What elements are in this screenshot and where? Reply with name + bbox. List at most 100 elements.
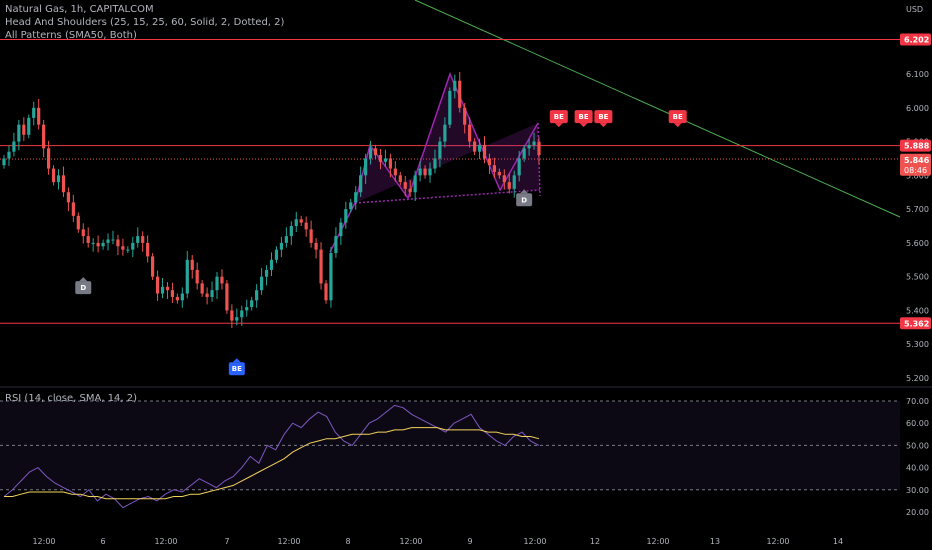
indicator-head-and-shoulders[interactable]: Head And Shoulders (25, 15, 25, 60, Soli… xyxy=(5,17,285,28)
svg-text:BE: BE xyxy=(232,365,242,373)
candle-body xyxy=(155,276,160,294)
candle-body xyxy=(448,90,452,125)
price-tick-label: 6.100 xyxy=(906,70,929,79)
price-pane[interactable]: D BE D BE BE BE BE xyxy=(0,0,901,385)
candle-body xyxy=(56,175,61,183)
candle-body xyxy=(433,158,437,169)
candle-body xyxy=(235,317,239,321)
price-tick-label: 5.200 xyxy=(906,374,929,383)
price-tick-label: 5.300 xyxy=(906,340,929,349)
candle-body xyxy=(527,144,531,149)
candle-body xyxy=(126,249,130,251)
candle-body xyxy=(17,124,21,142)
candle-body xyxy=(32,107,36,118)
candle-body xyxy=(61,175,66,193)
price-tick-label: 5.400 xyxy=(906,306,929,315)
pattern-marker-bearish[interactable]: BE xyxy=(574,110,593,128)
rsi-line xyxy=(3,404,540,509)
time-tick-label: 12:00 xyxy=(646,537,669,546)
candle-body xyxy=(383,158,388,162)
svg-text:BE: BE xyxy=(598,113,608,121)
rsi-pane[interactable] xyxy=(0,400,900,509)
candle-body xyxy=(408,188,412,193)
time-tick-label: 14 xyxy=(833,537,843,546)
candle-body xyxy=(51,168,56,183)
candle-body xyxy=(522,148,526,159)
candle-body xyxy=(200,283,204,294)
rsi-tick-label: 50.00 xyxy=(906,441,929,450)
time-tick-label: 12:00 xyxy=(399,537,422,546)
candle-body xyxy=(438,141,442,159)
candle-body xyxy=(121,246,125,250)
pattern-marker-doji[interactable]: D xyxy=(516,189,533,207)
candle-body xyxy=(22,124,26,135)
candle-body xyxy=(250,300,254,308)
candle-body xyxy=(324,283,328,301)
rsi-axis[interactable]: 70.00 60.00 50.00 40.00 30.00 20.00 xyxy=(906,397,929,517)
candle-body xyxy=(185,259,189,294)
candle-body xyxy=(146,242,150,257)
svg-text:BE: BE xyxy=(554,113,564,121)
candle-body xyxy=(96,242,100,247)
candle-body xyxy=(368,148,373,159)
pattern-marker-doji[interactable]: D xyxy=(75,277,92,295)
candle-body xyxy=(354,192,358,203)
time-tick-label: 7 xyxy=(224,537,229,546)
candle-body xyxy=(131,242,135,250)
candle-body xyxy=(106,239,110,243)
symbol-title[interactable]: Natural Gas, 1h, CAPITALCOM xyxy=(5,4,154,15)
candle-body xyxy=(373,148,378,156)
rsi-tick-label: 70.00 xyxy=(906,397,929,406)
horizontal-levels[interactable] xyxy=(0,39,900,324)
candle-body xyxy=(81,229,85,237)
indicator-all-patterns[interactable]: All Patterns (SMA50, Both) xyxy=(5,30,137,41)
price-tick-label: 5.500 xyxy=(906,273,929,282)
candle-body xyxy=(458,80,462,108)
candle-body xyxy=(364,158,368,176)
price-tick-label: 6.000 xyxy=(906,104,929,113)
candle-body xyxy=(349,202,353,210)
candle-body xyxy=(141,236,145,243)
pattern-neckline xyxy=(354,189,541,204)
candle-body xyxy=(66,192,70,203)
candle-body xyxy=(190,259,194,270)
candle-body xyxy=(537,141,541,156)
time-tick-label: 8 xyxy=(345,537,350,546)
candle-body xyxy=(482,144,487,159)
candle-body xyxy=(46,148,51,169)
time-tick-label: 13 xyxy=(710,537,720,546)
candle-body xyxy=(284,236,288,243)
candle-body xyxy=(240,310,244,318)
level-price-tag xyxy=(900,317,931,330)
svg-text:BE: BE xyxy=(673,113,683,121)
candle-body xyxy=(309,229,313,243)
time-axis[interactable]: 12:00 6 12:00 7 12:00 8 12:00 9 12:00 12 12:00 13 12… xyxy=(32,537,843,546)
time-tick-label: 12:00 xyxy=(766,537,789,546)
level-price-label: 5.888 xyxy=(904,142,930,151)
pattern-marker-bearish[interactable]: BE xyxy=(668,110,687,128)
candle-body xyxy=(453,80,457,91)
candlestick-series[interactable] xyxy=(2,71,541,329)
candle-body xyxy=(12,141,16,152)
level-price-label: 5.362 xyxy=(904,319,929,328)
candle-body xyxy=(91,242,95,244)
trend-line[interactable] xyxy=(414,0,901,218)
candle-body xyxy=(517,158,521,176)
time-tick-label: 12:00 xyxy=(523,537,546,546)
candle-body xyxy=(175,296,179,301)
rsi-title[interactable]: RSI (14, close, SMA, 14, 2) xyxy=(5,393,138,404)
rsi-ma-line xyxy=(4,427,540,500)
candle-body xyxy=(259,276,264,291)
candle-body xyxy=(111,239,115,241)
candle-body xyxy=(7,151,11,159)
pattern-marker-bearish[interactable]: BE xyxy=(549,110,568,128)
pattern-marker-bullish[interactable]: BE xyxy=(228,358,245,376)
time-tick-label: 9 xyxy=(467,537,472,546)
candle-body xyxy=(443,124,447,142)
pattern-markers[interactable]: D BE D BE BE BE BE xyxy=(75,110,687,376)
time-tick-label: 6 xyxy=(100,537,105,546)
candle-body xyxy=(497,171,501,176)
svg-text:D: D xyxy=(80,284,86,292)
pattern-marker-bearish[interactable]: BE xyxy=(594,110,613,128)
